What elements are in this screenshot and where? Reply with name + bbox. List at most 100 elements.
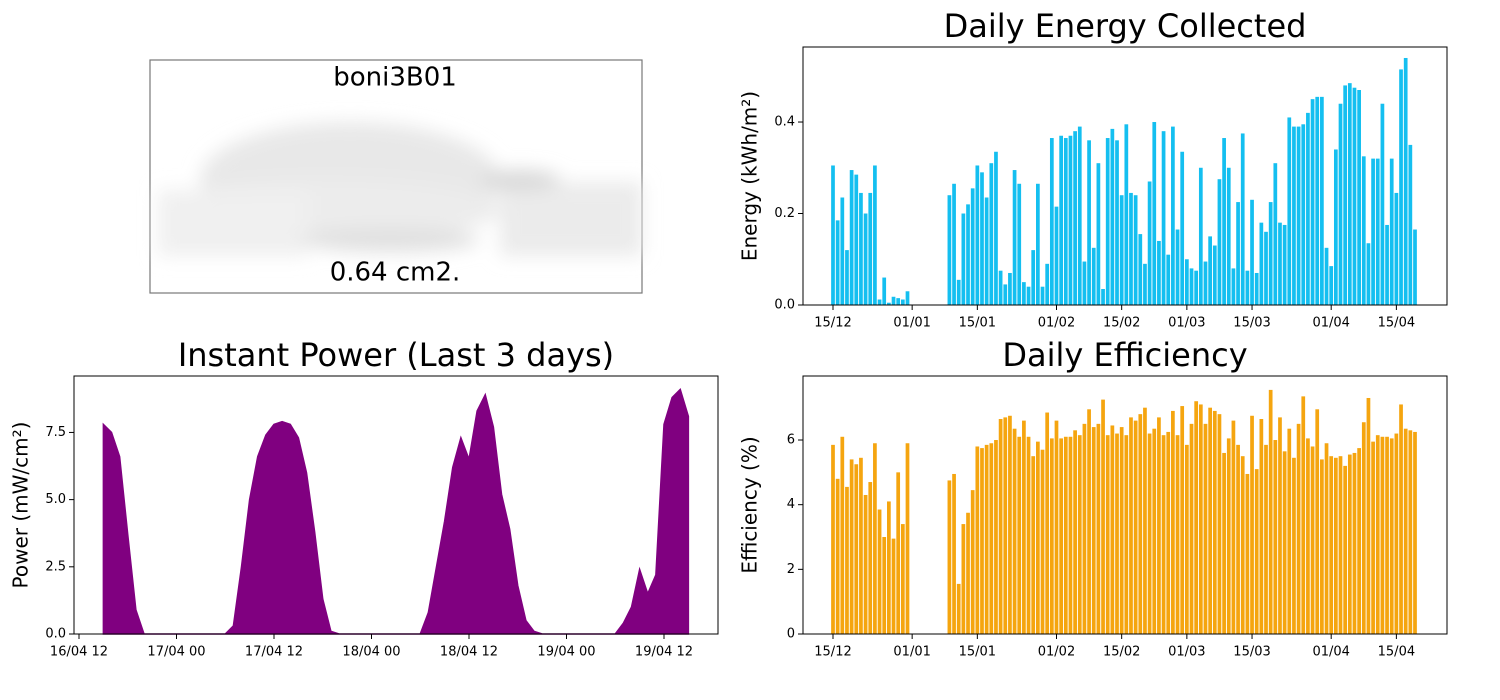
bar: [1147, 433, 1152, 634]
bar: [1152, 122, 1157, 306]
bar: [863, 213, 868, 305]
device-panel: boni3B01 0.64 cm2.: [149, 59, 643, 294]
chart: Daily Efficiency Efficiency (%) 0 2 4 6 15/12 0…: [738, 336, 1448, 660]
x-tick-label: 15/02: [1103, 316, 1140, 331]
bar: [1320, 96, 1324, 306]
bar: [984, 197, 989, 305]
x-tick-label: 18/04 12: [440, 645, 498, 660]
bar: [1059, 438, 1064, 634]
bar: [868, 482, 873, 634]
bar: [1408, 430, 1413, 634]
bar: [1278, 222, 1282, 305]
x-tick-label: 19/04 12: [635, 645, 693, 660]
bar: [1231, 420, 1236, 634]
bar: [966, 512, 970, 634]
bar: [1338, 456, 1343, 634]
chart: Daily Energy Collected Energy (kWh/m²) 0.0…: [738, 7, 1448, 331]
bar: [882, 277, 887, 305]
bar: [1366, 397, 1371, 634]
bar: [859, 457, 863, 634]
x-tick-label: 16/04 12: [50, 645, 108, 660]
bar: [1152, 428, 1157, 634]
bar: [1273, 163, 1278, 305]
x-tick-label: 15/04: [1378, 316, 1415, 331]
bar: [1259, 419, 1264, 634]
bar: [849, 170, 854, 305]
bar: [1147, 181, 1152, 305]
bar: [1184, 259, 1189, 305]
bar: [961, 213, 966, 305]
bar: [1217, 179, 1222, 305]
bar: [905, 443, 910, 634]
bar: [1282, 451, 1287, 634]
bar: [1236, 202, 1240, 305]
chart-title: Daily Efficiency: [1002, 336, 1247, 374]
bar: [1068, 436, 1073, 634]
bar: [1222, 138, 1226, 305]
bar: [1240, 133, 1245, 305]
bar: [1101, 288, 1105, 305]
bar: [1026, 436, 1031, 634]
bar: [1082, 423, 1087, 634]
plot-frame: [73, 375, 719, 635]
bar: [1403, 428, 1408, 634]
bar: [1017, 436, 1022, 634]
bar: [1231, 268, 1236, 305]
bar: [900, 524, 905, 634]
bar: [845, 250, 849, 305]
bar: [1133, 195, 1138, 305]
bar: [882, 537, 887, 634]
bar: [1008, 415, 1012, 634]
bar: [1324, 247, 1329, 305]
bar: [831, 165, 835, 305]
bar: [1063, 138, 1068, 305]
bar: [1222, 452, 1226, 634]
bar: [1306, 438, 1310, 634]
bar: [1198, 167, 1203, 305]
bar: [1254, 272, 1259, 305]
bar: [1389, 158, 1394, 305]
x-tick-label: 01/02: [1038, 645, 1075, 660]
bar: [1008, 272, 1012, 305]
bar: [994, 440, 998, 634]
bar: [1171, 126, 1175, 306]
x-tick-label: 15/01: [959, 645, 996, 660]
x-tick-label: 15/12: [814, 645, 851, 660]
y-axis-label: Power (mW/cm²): [9, 422, 33, 589]
bar: [1082, 261, 1087, 305]
bar: [1012, 170, 1017, 305]
chart-title: Daily Energy Collected: [944, 7, 1307, 45]
bar: [1129, 417, 1133, 634]
bar: [1338, 103, 1343, 305]
bar: [1343, 85, 1348, 305]
bar: [1157, 417, 1161, 634]
x-tick-label: 01/02: [1038, 316, 1075, 331]
bar: [849, 459, 854, 634]
bar: [1352, 452, 1357, 634]
bar: [1096, 163, 1101, 305]
bar: [1166, 431, 1171, 634]
bar: [1203, 261, 1208, 305]
bar: [1110, 425, 1115, 634]
x-tick-label: 18/04 00: [342, 645, 400, 660]
bar: [1119, 427, 1124, 634]
bar: [1031, 250, 1036, 305]
bar: [1245, 473, 1250, 634]
bar: [1031, 456, 1036, 634]
bar: [1292, 126, 1296, 306]
bar: [1143, 263, 1147, 305]
bar: [1073, 430, 1077, 634]
bar: [1166, 254, 1171, 305]
bar: [1375, 435, 1380, 634]
bar: [1385, 224, 1389, 305]
bar: [1282, 224, 1287, 305]
bar: [1138, 414, 1143, 634]
bar: [1003, 417, 1008, 634]
x-tick-label: 15/03: [1233, 645, 1270, 660]
bar: [1115, 140, 1119, 305]
bar: [1361, 422, 1366, 634]
bar: [1380, 436, 1385, 634]
bar: [1129, 192, 1133, 305]
bar: [859, 192, 863, 305]
bar: [887, 501, 891, 634]
